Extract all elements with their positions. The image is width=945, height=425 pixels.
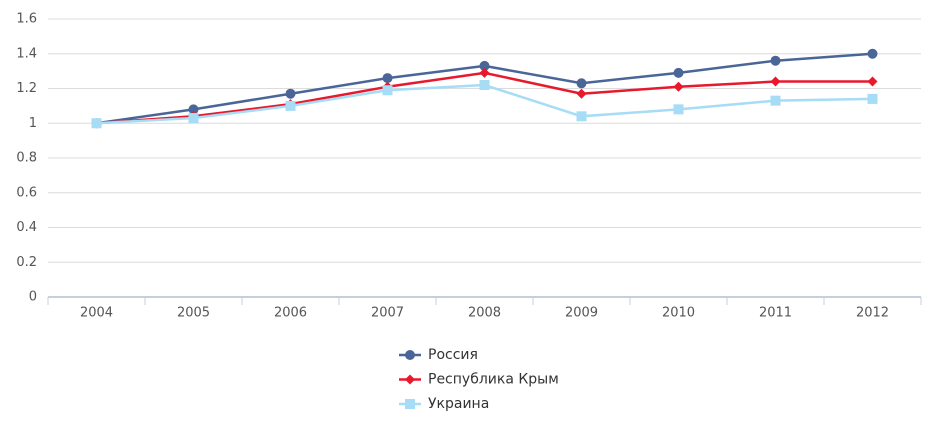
x-tick-label: 2009 xyxy=(565,306,598,321)
marker xyxy=(479,80,490,91)
x-tick-label: 2010 xyxy=(662,306,695,321)
marker xyxy=(576,111,587,122)
legend-label: Украина xyxy=(428,396,489,412)
marker xyxy=(673,81,684,92)
marker xyxy=(188,113,199,124)
legend: Россия Республика Крым Украина xyxy=(399,347,559,412)
y-tick-label: 0 xyxy=(29,290,37,305)
x-tick-label: 2005 xyxy=(177,306,210,321)
y-tick-label: 0.6 xyxy=(16,185,37,200)
x-tick-label: 2006 xyxy=(274,306,307,321)
marker xyxy=(405,374,415,385)
y-tick-label: 0.8 xyxy=(16,151,37,166)
legend-label: Республика Крым xyxy=(428,372,559,388)
marker xyxy=(770,55,781,66)
marker xyxy=(673,104,684,115)
marker xyxy=(405,399,415,409)
marker xyxy=(867,76,878,87)
marker xyxy=(382,85,393,96)
y-tick-label: 1.4 xyxy=(16,46,37,61)
x-tick-label: 2011 xyxy=(759,306,792,321)
legend-label: Россия xyxy=(428,347,478,363)
marker xyxy=(382,73,393,84)
marker xyxy=(479,60,490,71)
marker xyxy=(770,76,781,87)
x-tick-label: 2008 xyxy=(468,306,501,321)
marker xyxy=(188,104,199,115)
x-tick-label: 2007 xyxy=(371,306,404,321)
marker xyxy=(673,67,684,78)
y-tick-label: 1 xyxy=(29,116,37,131)
y-tick-label: 0.4 xyxy=(16,220,37,235)
x-tick-label: 2012 xyxy=(856,306,889,321)
marker xyxy=(285,100,296,111)
marker xyxy=(867,48,878,59)
marker xyxy=(285,88,296,99)
y-tick-label: 0.2 xyxy=(16,255,37,270)
series-line xyxy=(96,83,873,125)
marker xyxy=(576,88,587,99)
marker xyxy=(867,93,878,104)
y-tick-label: 1.6 xyxy=(16,12,37,27)
marker xyxy=(770,95,781,106)
marker xyxy=(405,350,415,360)
marker xyxy=(576,78,587,89)
marker xyxy=(91,118,102,129)
x-tick-label: 2004 xyxy=(80,306,113,321)
marker xyxy=(479,67,490,78)
y-tick-label: 1.2 xyxy=(16,81,37,96)
